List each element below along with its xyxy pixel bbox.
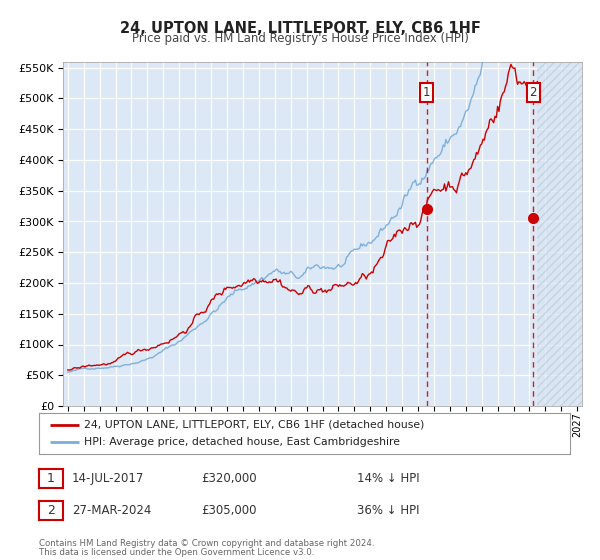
Text: 1: 1 bbox=[47, 472, 55, 486]
Text: Contains HM Land Registry data © Crown copyright and database right 2024.: Contains HM Land Registry data © Crown c… bbox=[39, 539, 374, 548]
Text: 14% ↓ HPI: 14% ↓ HPI bbox=[357, 472, 419, 486]
Text: £305,000: £305,000 bbox=[201, 504, 257, 517]
Text: This data is licensed under the Open Government Licence v3.0.: This data is licensed under the Open Gov… bbox=[39, 548, 314, 557]
Text: £320,000: £320,000 bbox=[201, 472, 257, 486]
Text: Price paid vs. HM Land Registry's House Price Index (HPI): Price paid vs. HM Land Registry's House … bbox=[131, 32, 469, 45]
Bar bbox=[538, 62, 582, 406]
Text: HPI: Average price, detached house, East Cambridgeshire: HPI: Average price, detached house, East… bbox=[84, 437, 400, 447]
Text: 27-MAR-2024: 27-MAR-2024 bbox=[72, 504, 151, 517]
Text: 2: 2 bbox=[47, 504, 55, 517]
Text: 24, UPTON LANE, LITTLEPORT, ELY, CB6 1HF: 24, UPTON LANE, LITTLEPORT, ELY, CB6 1HF bbox=[119, 21, 481, 36]
Text: 2: 2 bbox=[530, 86, 537, 99]
Text: 1: 1 bbox=[423, 86, 430, 99]
Text: 14-JUL-2017: 14-JUL-2017 bbox=[72, 472, 145, 486]
Text: 36% ↓ HPI: 36% ↓ HPI bbox=[357, 504, 419, 517]
Text: 24, UPTON LANE, LITTLEPORT, ELY, CB6 1HF (detached house): 24, UPTON LANE, LITTLEPORT, ELY, CB6 1HF… bbox=[84, 419, 425, 430]
